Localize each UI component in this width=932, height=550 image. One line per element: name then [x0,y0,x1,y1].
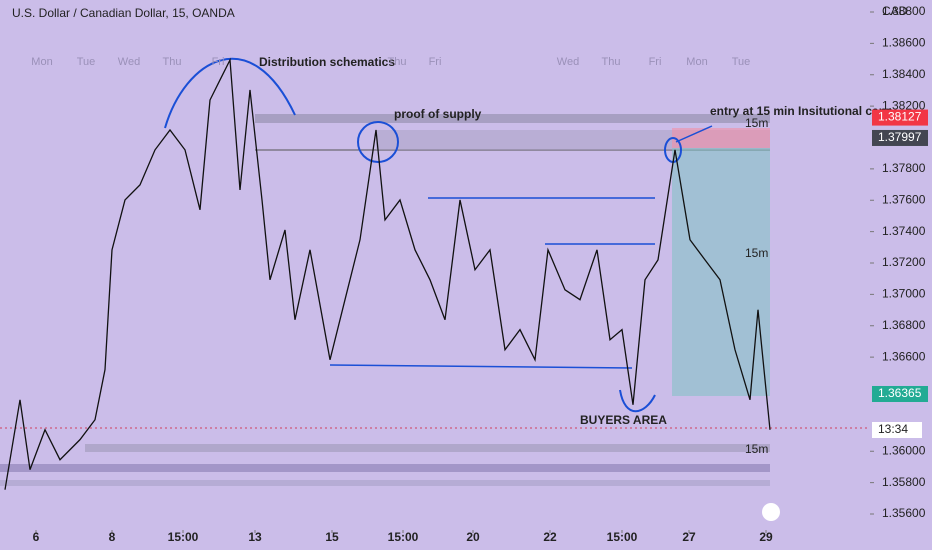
weekday-label: Fri [649,56,662,68]
weekday-label: Mon [31,56,52,68]
price-tag-label: 1.36365 [878,386,922,400]
weekday-label: Fri [429,56,442,68]
x-tick-label: 29 [759,530,773,544]
circle-annotation [357,121,399,163]
annotation: 15m [745,116,768,130]
annotation: Distribution schematics [259,55,395,69]
x-tick-label: 6 [33,530,40,544]
price-line [4,57,771,490]
weekday-label: Tue [77,56,96,68]
y-tick-label: 1.35800 [882,475,926,489]
weekday-label: Mon [686,56,707,68]
session-strip [0,464,770,472]
y-tick-label: 1.37000 [882,287,926,301]
price-tag-label: 1.38127 [878,110,922,124]
weekday-label: Thu [388,56,407,68]
icon[interactable] [762,503,780,521]
weekday-label: Tue [732,56,751,68]
curve-annotation [164,57,296,129]
annotation: BUYERS AREA [580,413,667,427]
arrow [675,125,713,143]
chart-title: U.S. Dollar / Canadian Dollar, 15, OANDA [12,6,235,20]
y-tick-label: 1.36000 [882,443,926,457]
countdown: 13:34 [878,422,908,436]
y-tick-label: 1.38800 [882,4,926,18]
annotation: 15m [745,246,768,260]
y-tick-label: 1.37800 [882,161,926,175]
x-tick-label: 27 [682,530,696,544]
y-tick-label: 1.37400 [882,224,926,238]
countdown-tag [872,422,922,438]
y-tick-label: 1.36600 [882,349,926,363]
y-tick-label: 1.37600 [882,192,926,206]
weekday-label: Wed [118,56,140,68]
session-strip [0,480,770,486]
x-tick-label: 20 [466,530,480,544]
x-tick-label: 13 [248,530,262,544]
weekday-label: Wed [557,56,579,68]
y-tick-label: 1.37200 [882,255,926,269]
y-tick-label: 1.36800 [882,318,926,332]
demand-zone [85,444,770,452]
axis-label: CAD [882,4,908,18]
price-tag-label: 1.37997 [878,130,922,144]
weekday-label: Thu [602,56,621,68]
weekday-label: Thu [163,56,182,68]
target-zone [672,148,770,396]
price-tag [872,109,928,126]
x-tick-label: 22 [543,530,557,544]
x-tick-label: 15:00 [168,530,199,544]
x-tick-label: 15:00 [607,530,638,544]
supply-zone [376,130,770,150]
weekday-label: Fri [212,56,225,68]
price-axis [870,0,932,550]
y-tick-label: 1.38400 [882,67,926,81]
annotation: 15m [745,442,768,456]
y-tick-label: 1.35600 [882,506,926,520]
annotation: entry at 15 min Insitutional canc [710,104,893,118]
x-tick-label: 8 [109,530,116,544]
price-tag [872,385,928,402]
price-tag [872,129,928,146]
y-tick-label: 1.38600 [882,36,926,50]
x-tick-label: 15:00 [388,530,419,544]
annotation: proof of supply [394,107,482,121]
x-tick-label: 15 [325,530,339,544]
y-tick-label: 1.38200 [882,98,926,112]
trend-line [329,364,633,369]
curve-annotation [619,389,656,413]
supply-zone [255,114,770,123]
